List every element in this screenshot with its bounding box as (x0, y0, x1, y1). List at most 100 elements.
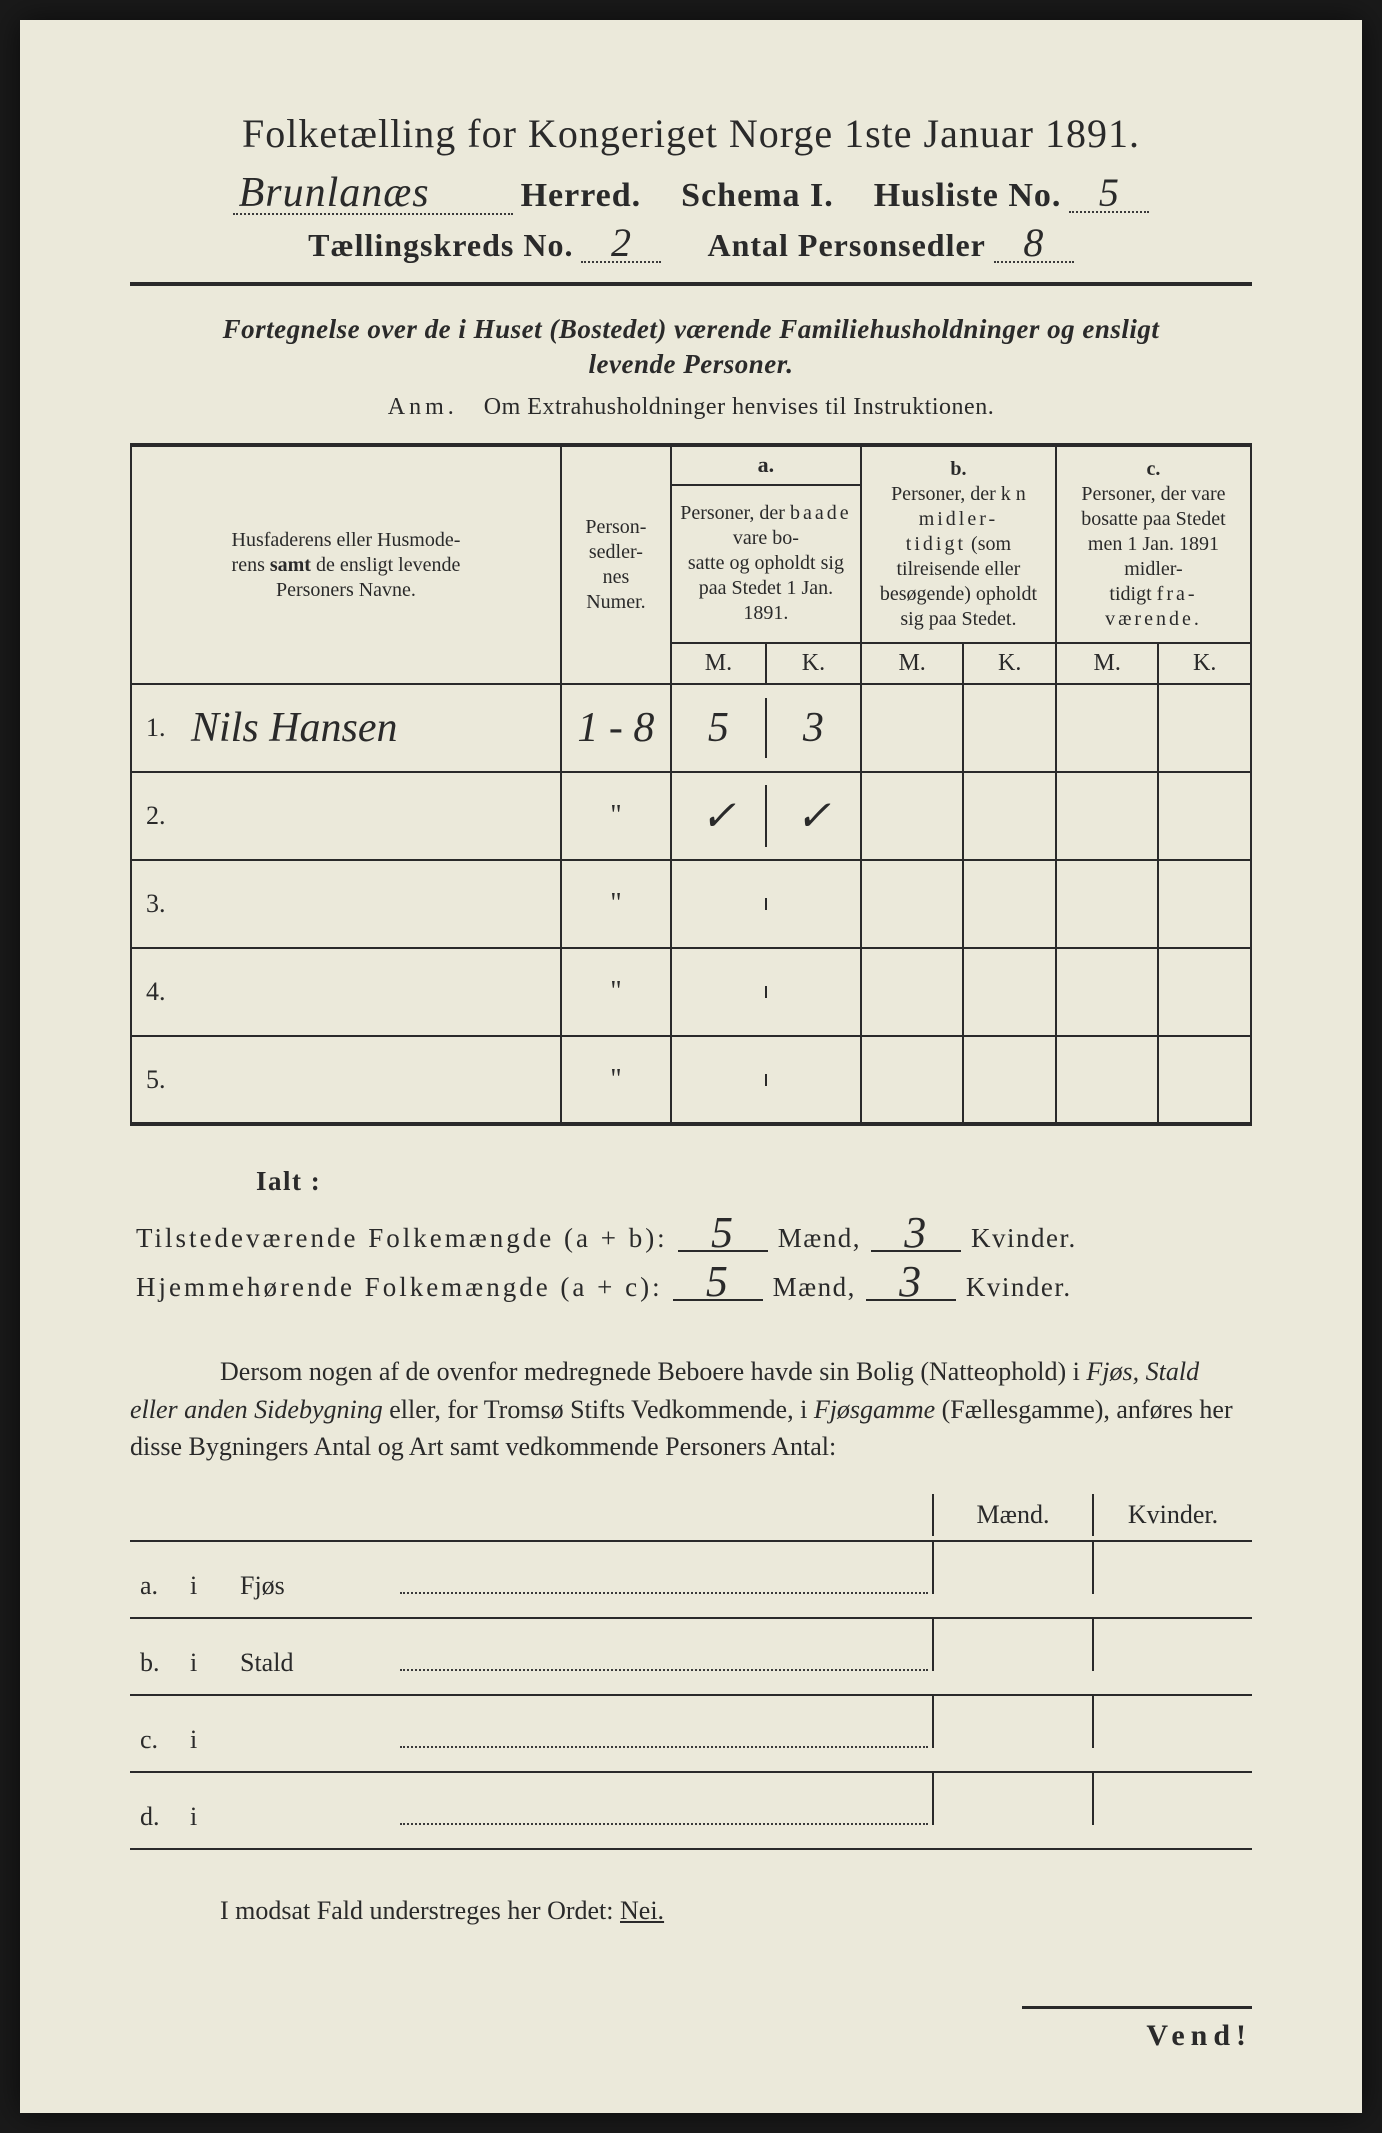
row-cM (1056, 772, 1158, 860)
table-row: 4. " (131, 948, 1251, 1036)
row-numer: 1 - 8 (561, 684, 671, 772)
row-aM: ✓ (672, 785, 766, 847)
tilstede-label: Tilstedeværende Folkemængde (a + b): (136, 1223, 668, 1254)
row-num: 1. (131, 684, 177, 772)
col-a-k: K. (766, 644, 860, 683)
kvinder-label-2: Kvinder. (966, 1272, 1072, 1303)
abcd-lab: b. (130, 1648, 190, 1678)
mk-kvinder: Kvinder. (1092, 1494, 1252, 1536)
maend-label: Mænd, (778, 1223, 861, 1254)
row-aK (766, 1074, 860, 1086)
abcd-dots (400, 1722, 928, 1748)
schema-label: Schema I. (681, 177, 834, 215)
row-aK: ✓ (766, 785, 860, 847)
row-aM: 5 (672, 698, 766, 758)
row-bK (963, 948, 1056, 1036)
col-b-m: M. (861, 643, 963, 684)
abcd-col-m (932, 1696, 1092, 1748)
row-numer: " (561, 948, 671, 1036)
paragraph: Dersom nogen af de ovenfor medregnede Be… (130, 1353, 1252, 1466)
anm-text: Om Extrahusholdninger henvises til Instr… (484, 394, 994, 420)
ialt-label: Ialt : (256, 1166, 1252, 1197)
row-cM (1056, 948, 1158, 1036)
row-cM (1056, 860, 1158, 948)
col-b: b. Personer, der k n midler-tidigt (som … (861, 445, 1056, 643)
abcd-i: i (190, 1725, 240, 1755)
row-num: 2. (131, 772, 177, 860)
mk-maend: Mænd. (932, 1494, 1092, 1536)
table-row: 1.Nils Hansen1 - 853 (131, 684, 1251, 772)
row-numer: " (561, 860, 671, 948)
hjemme-row: Hjemmehørende Folkemængde (a + c): 5 Mæn… (136, 1264, 1252, 1303)
census-form-page: Folketælling for Kongeriget Norge 1ste J… (20, 20, 1362, 2113)
row-bM (861, 948, 963, 1036)
row-cM (1056, 1036, 1158, 1124)
anm-line: Anm. Om Extrahusholdninger henvises til … (130, 394, 1252, 421)
divider (130, 282, 1252, 286)
abcd-row: c.i (130, 1694, 1252, 1771)
neg-line: I modsat Fald understreges her Ordet: Ne… (130, 1896, 1252, 1926)
table-row: 3. " (131, 860, 1251, 948)
husliste-value: 5 (1069, 175, 1149, 213)
tilstede-row: Tilstedeværende Folkemængde (a + b): 5 M… (136, 1215, 1252, 1254)
header-line-1: Brunlanæs Herred. Schema I. Husliste No.… (130, 175, 1252, 215)
mk-header: Mænd. Kvinder. (130, 1494, 1252, 1536)
col-c-k: K. (1158, 643, 1251, 684)
subtitle-line2: levende Personer. (130, 349, 1252, 380)
abcd-dots (400, 1645, 928, 1671)
hjemme-k: 3 (866, 1264, 956, 1301)
abcd-row: d.i (130, 1771, 1252, 1850)
abcd-txt: Stald (240, 1648, 400, 1678)
abcd-col-m (932, 1773, 1092, 1825)
row-aM (672, 986, 766, 998)
row-num: 5. (131, 1036, 177, 1124)
neg-pre: I modsat Fald understreges her Ordet: (220, 1896, 620, 1925)
row-name (177, 1036, 561, 1124)
col-a: Personer, der baade vare bo-satte og oph… (671, 485, 861, 643)
row-numer: " (561, 772, 671, 860)
abcd-lab: a. (130, 1571, 190, 1601)
abcd-col-k (1092, 1619, 1252, 1671)
abcd-col-m (932, 1619, 1092, 1671)
col-name: Husfaderens eller Husmode-rens samt de e… (131, 445, 561, 684)
anm-label: Anm. (388, 394, 458, 420)
row-bK (963, 860, 1056, 948)
hjemme-label: Hjemmehørende Folkemængde (a + c): (136, 1272, 663, 1303)
row-cK (1158, 860, 1251, 948)
row-aM (672, 1074, 766, 1086)
header-line-2: Tællingskreds No. 2 Antal Personsedler 8 (130, 225, 1252, 264)
row-name (177, 772, 561, 860)
abcd-row: a.iFjøs (130, 1540, 1252, 1617)
row-cK (1158, 948, 1251, 1036)
row-cK (1158, 684, 1251, 772)
maend-label-2: Mænd, (773, 1272, 856, 1303)
row-cM (1056, 684, 1158, 772)
row-num: 3. (131, 860, 177, 948)
abcd-dots (400, 1799, 928, 1825)
row-bM (861, 772, 963, 860)
abcd-lab: d. (130, 1802, 190, 1832)
row-name (177, 860, 561, 948)
col-c-m: M. (1056, 643, 1158, 684)
abcd-col-k (1092, 1542, 1252, 1594)
kreds-label: Tællingskreds No. (308, 227, 573, 264)
neg-word: Nei. (620, 1896, 664, 1925)
col-c: c. Personer, der vare bosatte paa Stedet… (1056, 445, 1251, 643)
col-b-k: K. (963, 643, 1056, 684)
row-bK (963, 684, 1056, 772)
row-cK (1158, 772, 1251, 860)
table-row: 5." (131, 1036, 1251, 1124)
abcd-col-k (1092, 1773, 1252, 1825)
abcd-i: i (190, 1802, 240, 1832)
abcd-txt: Fjøs (240, 1571, 400, 1601)
abcd-lab: c. (130, 1725, 190, 1755)
row-aK (766, 898, 860, 910)
row-bM (861, 1036, 963, 1124)
row-aK: 3 (766, 698, 860, 758)
row-cK (1158, 1036, 1251, 1124)
totals-block: Ialt : Tilstedeværende Folkemængde (a + … (136, 1166, 1252, 1303)
tilstede-m: 5 (678, 1215, 768, 1252)
row-num: 4. (131, 948, 177, 1036)
abcd-col-k (1092, 1696, 1252, 1748)
abcd-i: i (190, 1648, 240, 1678)
